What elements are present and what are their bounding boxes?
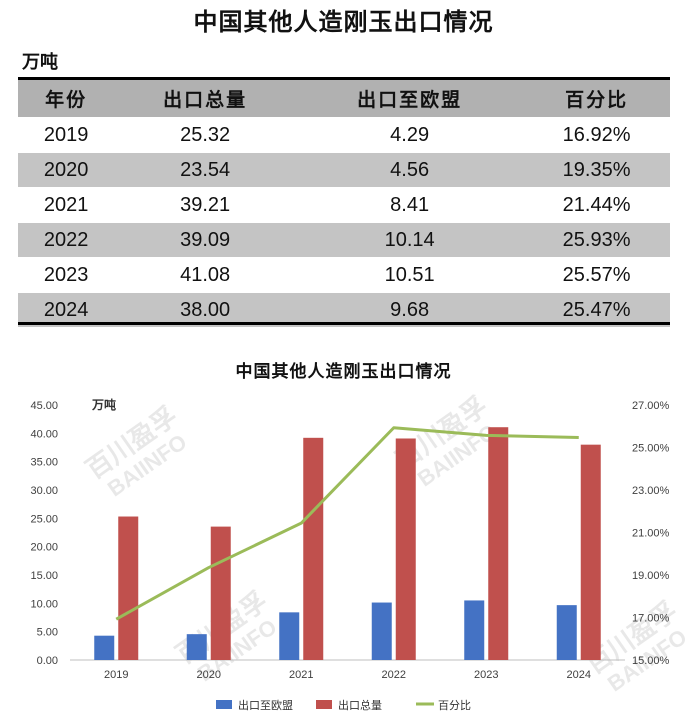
- header-total: 出口总量: [114, 79, 297, 118]
- table-top-rule: [18, 77, 670, 80]
- cell-eu: 10.14: [296, 222, 524, 258]
- table-row: 2021 39.21 8.41 21.44%: [18, 187, 670, 223]
- chart-title: 中国其他人造刚玉出口情况: [235, 362, 452, 382]
- cell-total: 41.08: [114, 257, 297, 293]
- bar-eu: [186, 634, 207, 660]
- y-tick-label: 30.00: [30, 485, 58, 497]
- y-tick-label: 0.00: [37, 655, 58, 667]
- y-tick-label: 25.00: [30, 513, 58, 525]
- legend-label: 出口至欧盟: [238, 698, 293, 712]
- cell-eu: 10.51: [296, 257, 524, 293]
- y-tick-label: 35.00: [30, 457, 58, 469]
- cell-eu: 8.41: [296, 187, 524, 223]
- y2-tick-label: 19.00%: [632, 570, 670, 582]
- table-bottom-rule: [18, 322, 670, 325]
- cell-year: 2019: [18, 117, 115, 153]
- table-title: 中国其他人造刚玉出口情况: [193, 7, 494, 36]
- table-row: 2023 41.08 10.51 25.57%: [18, 257, 670, 293]
- x-tick-label: 2024: [567, 669, 591, 681]
- cell-total: 23.54: [114, 152, 297, 188]
- cell-year: 2023: [18, 257, 115, 293]
- y2-tick-label: 25.00%: [632, 443, 670, 455]
- cell-total: 39.09: [114, 222, 297, 258]
- bar-total: [118, 516, 139, 660]
- bar-total: [210, 526, 231, 660]
- y-unit-label: 万吨: [91, 397, 116, 412]
- y2-tick-label: 15.00%: [632, 655, 670, 667]
- cell-percent: 25.57%: [523, 257, 670, 293]
- cell-total: 25.32: [114, 117, 297, 153]
- bar-eu: [371, 602, 392, 660]
- y-tick-label: 10.00: [30, 598, 58, 610]
- bar-total: [580, 444, 601, 660]
- export-table: 年份 出口总量 出口至欧盟 百分比 2019 25.32 4.29 16.92%…: [18, 79, 670, 327]
- table-row: 2022 39.09 10.14 25.93%: [18, 222, 670, 258]
- table-unit: 万吨: [22, 52, 58, 73]
- table-row: 2020 23.54 4.56 19.35%: [18, 152, 670, 188]
- cell-percent: 25.93%: [523, 222, 670, 258]
- cell-year: 2022: [18, 222, 115, 258]
- x-tick-label: 2023: [474, 669, 498, 681]
- y-tick-label: 5.00: [37, 627, 58, 639]
- table-header-row: 年份 出口总量 出口至欧盟 百分比: [18, 79, 670, 118]
- bar-total: [488, 427, 509, 660]
- header-percent: 百分比: [523, 79, 670, 118]
- bar-eu: [464, 600, 485, 660]
- bar-eu: [94, 635, 115, 660]
- legend-swatch: [316, 700, 332, 709]
- table-row: 2019 25.32 4.29 16.92%: [18, 117, 670, 153]
- cell-percent: 21.44%: [523, 187, 670, 223]
- cell-total: 39.21: [114, 187, 297, 223]
- x-tick-label: 2020: [197, 669, 221, 681]
- legend-label: 出口总量: [338, 698, 382, 712]
- y-tick-label: 45.00: [30, 400, 58, 412]
- legend-label: 百分比: [438, 699, 471, 712]
- y-tick-label: 40.00: [30, 428, 58, 440]
- cell-percent: 19.35%: [523, 152, 670, 188]
- x-tick-label: 2022: [382, 669, 406, 681]
- cell-percent: 16.92%: [523, 117, 670, 153]
- x-tick-label: 2021: [289, 669, 313, 681]
- cell-eu: 4.56: [296, 152, 524, 188]
- y2-tick-label: 27.00%: [632, 400, 670, 412]
- cell-eu: 4.29: [296, 117, 524, 153]
- cell-total: 38.00: [114, 292, 297, 327]
- bar-eu: [556, 605, 577, 660]
- cell-year: 2020: [18, 152, 115, 188]
- cell-percent: 25.47%: [523, 292, 670, 327]
- bar-eu: [279, 612, 300, 660]
- table-row: 2024 38.00 9.68 25.47%: [18, 292, 670, 327]
- y2-tick-label: 23.00%: [632, 485, 670, 497]
- y2-tick-label: 17.00%: [632, 613, 670, 625]
- y-tick-label: 15.00: [30, 570, 58, 582]
- cell-year: 2021: [18, 187, 115, 223]
- bar-total: [395, 438, 416, 660]
- x-tick-label: 2019: [104, 669, 128, 681]
- percent-line: [115, 426, 579, 621]
- legend-swatch: [216, 700, 232, 709]
- bar-total: [303, 437, 324, 660]
- header-eu: 出口至欧盟: [296, 79, 524, 118]
- header-year: 年份: [18, 79, 115, 118]
- y2-tick-label: 21.00%: [632, 528, 670, 540]
- cell-eu: 9.68: [296, 292, 524, 327]
- cell-year: 2024: [18, 292, 115, 327]
- y-tick-label: 20.00: [30, 542, 58, 554]
